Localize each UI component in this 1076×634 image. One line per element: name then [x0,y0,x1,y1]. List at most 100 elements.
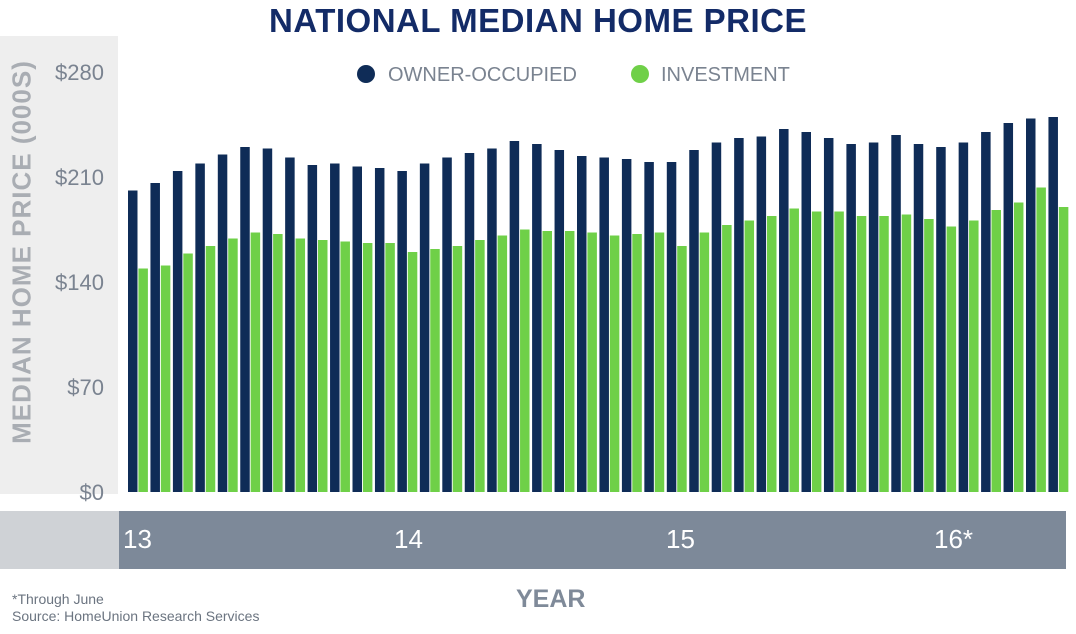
bar-owner-occupied [621,159,632,492]
y-tick-label: $0 [80,480,104,505]
x-tick-label: 13 [123,524,152,554]
x-axis-band [119,511,1066,569]
bar-investment [767,216,777,492]
bar-owner-occupied [779,129,789,492]
y-tick-label: $210 [55,165,104,190]
bar-investment [677,246,687,492]
bar-investment [564,231,575,492]
bar-owner-occupied [554,150,565,492]
bar-owner-occupied [128,190,138,492]
bar-investment [587,232,597,492]
x-tick-label: 16* [934,524,974,554]
legend-marker [357,65,375,83]
bar-owner-occupied [1048,117,1058,492]
bar-investment [520,229,530,492]
bar-investment [183,253,193,492]
legend-label: OWNER-OCCUPIED [388,64,577,86]
bar-owner-occupied [823,138,834,492]
bar-investment [811,211,822,492]
x-tick-label: 15 [666,524,695,554]
bar-owner-occupied [913,144,924,492]
bar-investment [654,232,665,492]
bar-investment [362,243,373,492]
bar-owner-occupied [711,142,722,492]
bar-investment [609,235,620,492]
footnote: *Through June Source: HomeUnion Research… [12,591,259,625]
bar-owner-occupied [352,166,362,492]
bar-investment [1058,207,1069,492]
bar-owner-occupied [599,157,609,492]
bar-owner-occupied [756,136,767,492]
bar-owner-occupied [217,154,228,492]
y-tick-label: $70 [67,375,104,400]
bar-investment [924,219,934,492]
bar-investment [1036,187,1046,492]
bar-investment [722,225,732,492]
bar-investment [318,240,328,492]
bar-owner-occupied [487,148,497,492]
bar-investment [273,234,283,492]
bar-owner-occupied [172,171,183,492]
bar-investment [969,220,979,492]
bar-owner-occupied [419,163,430,492]
bar-investment [295,238,306,492]
x-axis-label: YEAR [516,585,586,613]
bar-investment [991,210,1001,492]
bar-investment [430,249,440,492]
bar-owner-occupied [891,135,901,492]
bar-investment [834,211,844,492]
bar-owner-occupied [1003,123,1014,492]
source-line: Source: HomeUnion Research Services [12,608,260,624]
bar-owner-occupied [801,132,811,492]
bar-investment [452,246,463,492]
chart-title: NATIONAL MEDIAN HOME PRICE [269,2,807,39]
bar-investment [138,268,148,492]
bar-owner-occupied [936,147,946,492]
y-tick-label: $280 [55,60,104,85]
bar-owner-occupied [577,156,587,492]
bar-investment [901,214,912,492]
bar-owner-occupied [262,148,273,492]
legend-label: INVESTMENT [661,64,790,86]
bar-investment [228,238,238,492]
bar-investment [250,232,261,492]
bar-owner-occupied [464,153,475,492]
bar-investment [879,216,889,492]
bar-owner-occupied [958,142,969,492]
bar-investment [946,226,957,492]
bar-owner-occupied [195,163,205,492]
bar-investment [340,241,350,492]
x-tick-label: 14 [394,524,423,554]
bar-owner-occupied [285,157,295,492]
bar-investment [1013,202,1024,492]
bar-owner-occupied [442,157,452,492]
bar-investment [699,232,710,492]
bar-investment [542,231,552,492]
y-axis-panel [0,36,118,494]
bar-owner-occupied [509,141,520,492]
bar-owner-occupied [307,165,318,492]
bar-investment [475,240,485,492]
bar-owner-occupied [150,183,160,492]
y-tick-label: $140 [55,270,104,295]
bar-owner-occupied [868,142,879,492]
bar-owner-occupied [397,171,407,492]
bar-owner-occupied [981,132,991,492]
bar-investment [160,265,171,492]
bar-investment [856,216,867,492]
bar-investment [744,220,755,492]
bar-owner-occupied [532,144,542,492]
bar-owner-occupied [846,144,856,492]
bar-investment [205,246,216,492]
bar-owner-occupied [240,147,250,492]
legend-marker [631,65,649,83]
bar-owner-occupied [330,163,340,492]
bar-investment [385,243,395,492]
bar-owner-occupied [666,162,677,492]
bar-owner-occupied [734,138,744,492]
bar-investment [497,235,508,492]
bar-investment [407,252,418,492]
footnote-line: *Through June [12,591,104,607]
bar-owner-occupied [374,168,385,492]
